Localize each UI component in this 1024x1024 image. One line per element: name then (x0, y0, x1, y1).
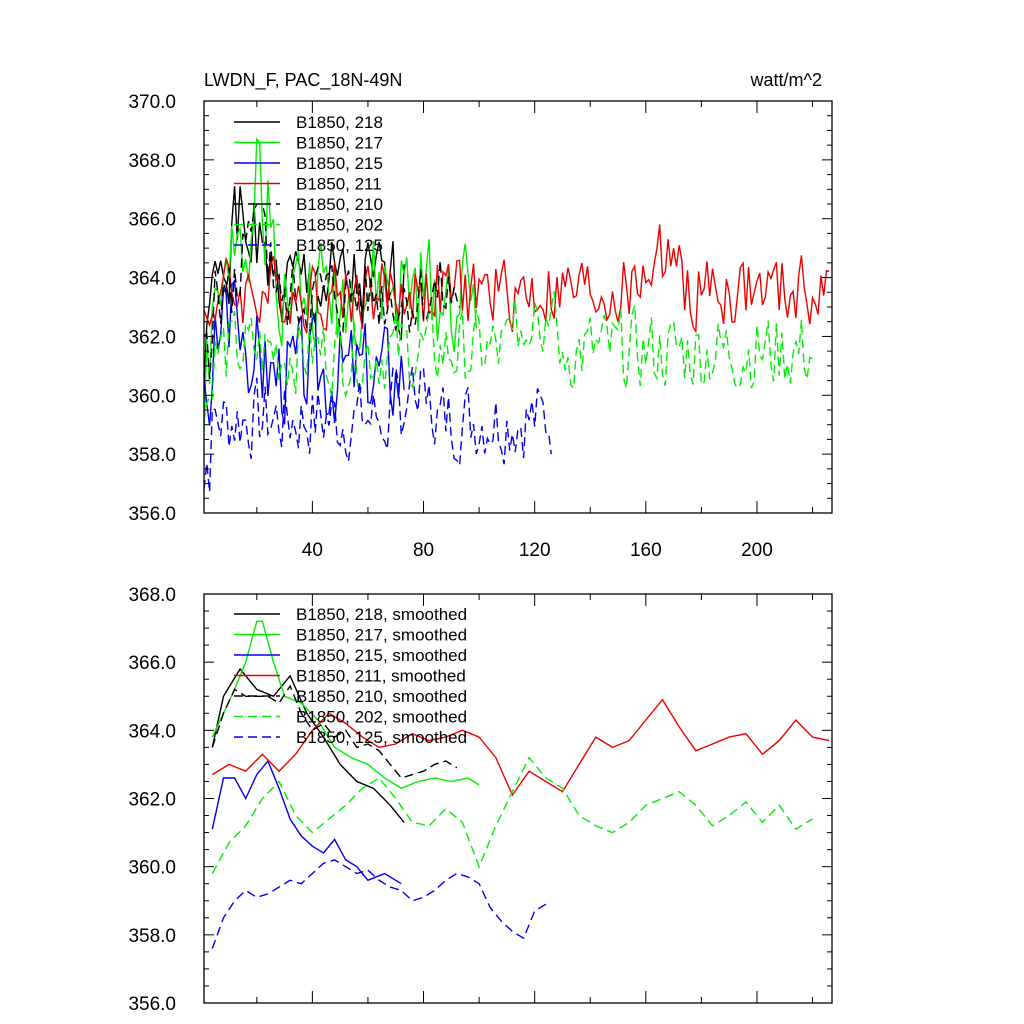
top-legend-label: B1850, 215 (296, 154, 383, 173)
bottom-legend-label: B1850, 217, smoothed (296, 626, 467, 645)
bottom-series-b1850-125-smoothed (211, 859, 547, 949)
bottom-y-tick-label: 364.0 (128, 721, 176, 742)
top-y-tick-label: 360.0 (128, 386, 176, 407)
top-series-b1850-218 (204, 186, 405, 389)
bottom-series-b1850-218-smoothed (211, 667, 405, 823)
bottom-series-b1850-202-smoothed (211, 756, 813, 874)
top-legend-label: B1850, 217 (296, 134, 383, 153)
top-series-b1850-215 (204, 278, 405, 426)
top-panel-units: watt/m^2 (750, 70, 822, 90)
bottom-y-tick-label: 368.0 (128, 585, 176, 606)
top-series-b1850-211 (204, 224, 830, 334)
bottom-legend: B1850, 218, smoothed B1850, 217, smoothed… (234, 605, 467, 747)
top-y-tick-label: 370.0 (128, 92, 176, 113)
top-series-b1850-217 (204, 137, 477, 432)
top-series-b1850-202 (204, 291, 813, 422)
bottom-legend-label: B1850, 211, smoothed (296, 667, 466, 686)
bottom-series-b1850-211-smoothed (211, 698, 830, 797)
top-legend-label: B1850, 125 (296, 236, 383, 255)
top-y-tick-label: 366.0 (128, 210, 176, 231)
bottom-series-group (211, 620, 830, 949)
top-y-tick-label: 356.0 (128, 504, 176, 525)
top-series-b1850-210 (204, 203, 461, 379)
top-legend-label: B1850, 202 (296, 216, 383, 235)
top-x-tick-label: 120 (519, 540, 551, 561)
bottom-y-tick-label: 356.0 (128, 994, 176, 1015)
top-panel-title: LWDN_F, PAC_18N-49N (204, 70, 402, 91)
top-y-tick-label: 364.0 (128, 269, 176, 290)
bottom-x-axis (256, 594, 814, 1003)
top-legend-label: B1850, 211 (296, 175, 382, 194)
bottom-legend-label: B1850, 215, smoothed (296, 646, 467, 665)
bottom-legend-label: B1850, 125, smoothed (296, 728, 467, 747)
top-series-group (204, 137, 830, 493)
bottom-y-axis: 356.0 358.0 360.0 362.0 364.0 366.0 368.0 (128, 585, 832, 1015)
top-legend-label: B1850, 210 (296, 195, 383, 214)
top-y-tick-label: 358.0 (128, 445, 176, 466)
top-legend-label: B1850, 218 (296, 113, 383, 132)
bottom-series-b1850-210-smoothed (211, 684, 458, 779)
bottom-series-b1850-215-smoothed (211, 759, 402, 885)
top-x-tick-label: 40 (302, 540, 323, 561)
bottom-y-tick-label: 362.0 (128, 790, 176, 811)
bottom-y-tick-label: 366.0 (128, 653, 176, 674)
bottom-y-tick-label: 358.0 (128, 926, 176, 947)
bottom-y-tick-label: 360.0 (128, 858, 176, 879)
bottom-legend-label: B1850, 202, smoothed (296, 708, 467, 727)
top-x-tick-label: 200 (741, 540, 773, 561)
top-series-b1850-125 (204, 366, 552, 493)
bottom-panel: 356.0 358.0 360.0 362.0 364.0 366.0 368.0 B185… (128, 585, 833, 1015)
top-x-tick-label: 80 (413, 540, 434, 561)
top-y-axis: 356.0 358.0 360.0 362.0 364.0 366.0 368.0 370.0 (128, 92, 832, 525)
top-x-tick-label: 160 (630, 540, 662, 561)
top-x-axis: 40 80 120 160 200 (256, 101, 814, 561)
top-y-tick-label: 368.0 (128, 151, 176, 172)
bottom-legend-label: B1850, 218, smoothed (296, 605, 467, 624)
top-y-tick-label: 362.0 (128, 327, 176, 348)
bottom-legend-label: B1850, 210, smoothed (296, 687, 467, 706)
top-panel: LWDN_F, PAC_18N-49N watt/m^2 356.0358.03… (128, 70, 833, 561)
